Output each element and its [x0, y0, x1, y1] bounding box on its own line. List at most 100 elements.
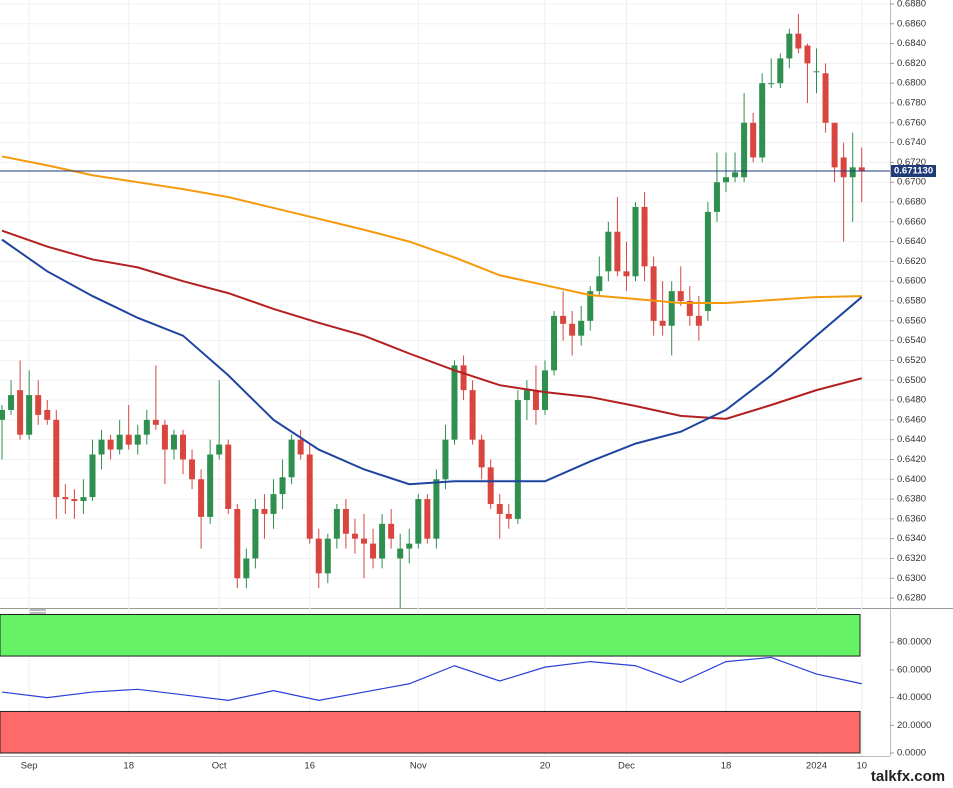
- candle-body: [288, 439, 295, 478]
- candle-body: [768, 83, 775, 85]
- candle-body: [342, 508, 349, 534]
- candle-body: [44, 409, 51, 420]
- candle-body: [170, 434, 177, 450]
- candle-body: [125, 434, 132, 445]
- rsi-line: [1, 656, 862, 701]
- candle-body: [351, 533, 358, 539]
- candle-body: [551, 315, 558, 371]
- x-tick-label: 10: [856, 761, 867, 772]
- candle-body: [324, 538, 331, 574]
- y-tick-label: 0.6620: [897, 256, 926, 267]
- watermark: talkfx.com: [871, 768, 945, 785]
- x-tick-label: Oct: [212, 761, 227, 772]
- candle-body: [243, 558, 250, 579]
- y-tick-label: 0.6400: [897, 474, 926, 485]
- candle-body: [777, 58, 784, 84]
- candle-body: [198, 479, 205, 517]
- last-price-label: 0.671130: [894, 166, 933, 177]
- y-tick-label: 80.0000: [897, 637, 931, 648]
- y-tick-label: 0.6380: [897, 494, 926, 505]
- candle-body: [0, 409, 5, 420]
- y-tick-label: 0.6600: [897, 276, 926, 287]
- y-tick-label: 0.6840: [897, 38, 926, 49]
- candle-body: [252, 508, 259, 559]
- y-tick-label: 0.6500: [897, 375, 926, 386]
- y-tick-label: 0.6480: [897, 395, 926, 406]
- candle-body: [713, 182, 720, 212]
- y-tick-label: 0.6740: [897, 137, 926, 148]
- candle-body: [695, 315, 702, 326]
- candle-body: [623, 271, 630, 277]
- y-tick-label: 0.6300: [897, 573, 926, 584]
- candle-body: [388, 523, 395, 539]
- y-tick-label: 0.6780: [897, 97, 926, 108]
- y-tick-label: 0.6540: [897, 335, 926, 346]
- candle-body: [361, 538, 367, 544]
- candle-body: [98, 439, 105, 455]
- candle-body: [297, 439, 304, 455]
- candle-body: [750, 122, 757, 158]
- candle-body: [71, 499, 78, 502]
- candle-body: [822, 73, 829, 123]
- y-tick-label: 60.0000: [897, 664, 931, 675]
- y-tick-label: 0.6800: [897, 78, 926, 89]
- candle-body: [632, 206, 639, 277]
- candle-body: [813, 71, 820, 73]
- rsi-zone: [0, 710, 861, 754]
- candle-body: [614, 231, 621, 272]
- y-tick-label: 0.6880: [897, 0, 926, 9]
- candle-body: [496, 504, 503, 514]
- y-tick-label: 40.0000: [897, 692, 931, 703]
- candle-body: [62, 497, 69, 500]
- candle-body: [677, 291, 684, 302]
- candle-body: [659, 320, 666, 326]
- x-tick-label: 2024: [806, 761, 827, 772]
- candle-body: [279, 477, 286, 495]
- price-panel: [0, 0, 890, 607]
- candle-body: [17, 390, 24, 435]
- candle-body: [804, 45, 811, 64]
- candle-body: [487, 467, 494, 505]
- y-tick-label: 0.6420: [897, 454, 926, 465]
- candle-body: [704, 211, 711, 311]
- candle-body: [333, 508, 340, 539]
- y-tick-label: 0.6680: [897, 197, 926, 208]
- candle-body: [433, 479, 440, 539]
- candle-body: [840, 157, 847, 178]
- y-tick-label: 0.6280: [897, 593, 926, 604]
- candle-body: [514, 400, 521, 519]
- candle-body: [152, 419, 159, 425]
- y-tick-label: 0.6360: [897, 513, 926, 524]
- moving-average: [1, 238, 863, 486]
- candle-body: [723, 177, 729, 183]
- x-tick-label: Dec: [618, 761, 635, 772]
- candle-body: [560, 315, 567, 324]
- y-tick-label: 0.6340: [897, 533, 926, 544]
- candle-body: [532, 390, 539, 410]
- candle-body: [370, 543, 377, 559]
- y-tick-label: 0.0000: [897, 748, 926, 759]
- candle-body: [189, 459, 196, 480]
- candle-body: [759, 83, 766, 158]
- candle-body: [668, 291, 675, 326]
- candle-body: [116, 434, 123, 450]
- y-tick-label: 0.6660: [897, 216, 926, 227]
- candle-body: [8, 395, 15, 410]
- y-tick-label: 0.6700: [897, 177, 926, 188]
- candle-body: [225, 444, 232, 509]
- y-tick-label: 20.0000: [897, 720, 931, 731]
- candle-body: [469, 390, 476, 440]
- candle-body: [523, 390, 530, 401]
- candle-body: [35, 395, 42, 415]
- y-tick-label: 0.6640: [897, 236, 926, 247]
- candle-body: [180, 434, 186, 460]
- x-tick-label: 18: [123, 761, 134, 772]
- candle-body: [406, 543, 413, 549]
- y-tick-label: 0.6460: [897, 414, 926, 425]
- x-tick-label: 20: [540, 761, 551, 772]
- candle-body: [26, 395, 33, 435]
- candle-body: [53, 419, 60, 498]
- rsi-zone: [0, 614, 861, 657]
- candle-body: [578, 320, 585, 336]
- moving-average: [1, 229, 863, 420]
